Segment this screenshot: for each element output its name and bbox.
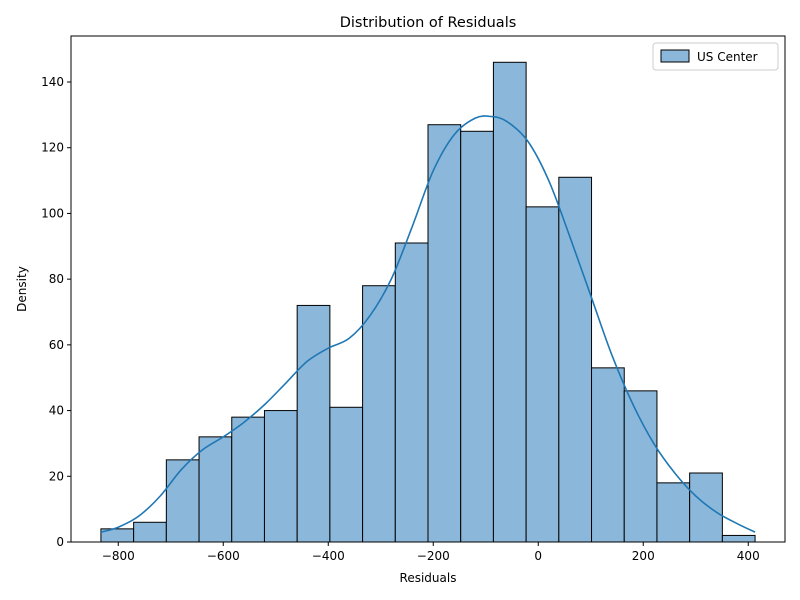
y-tick-label: 120 <box>41 141 64 155</box>
histogram-bar <box>231 416 265 543</box>
y-tick-label: 100 <box>41 206 64 220</box>
y-axis-title: Density <box>15 266 29 312</box>
histogram-bar <box>623 390 658 543</box>
histogram-bar <box>492 61 527 543</box>
histogram-bar <box>198 436 233 543</box>
y-tick-label: 80 <box>49 272 64 286</box>
histogram-bar <box>591 367 625 543</box>
histogram-bar <box>165 459 200 543</box>
y-ticks: 0 20 40 60 80 100 120 140 <box>41 75 71 549</box>
x-ticks: −800 −600 −400 −200 0 200 400 <box>102 542 760 563</box>
legend: US Center <box>652 42 779 71</box>
histogram-bar <box>689 472 723 543</box>
y-tick-label: 140 <box>41 75 64 89</box>
histogram-bar <box>394 242 429 543</box>
y-tick-label: 60 <box>49 338 64 352</box>
legend-swatch <box>660 49 690 63</box>
y-tick-label: 20 <box>49 469 64 483</box>
histogram-bar <box>558 176 593 543</box>
x-tick-label: −600 <box>207 549 240 563</box>
histogram-bar <box>296 304 331 543</box>
histogram-bar <box>525 206 560 543</box>
x-tick-label: −200 <box>417 549 450 563</box>
legend-label: US Center <box>697 50 758 64</box>
kde-layer <box>100 115 756 533</box>
x-tick-label: 0 <box>534 549 542 563</box>
x-tick-label: −800 <box>102 549 135 563</box>
histogram-bar <box>721 534 756 543</box>
y-tick-label: 40 <box>49 404 64 418</box>
histogram-bar <box>656 482 691 543</box>
histogram-bar <box>329 406 364 543</box>
y-tick-label: 0 <box>56 535 64 549</box>
plot-frame <box>70 35 786 543</box>
histogram-bar <box>362 285 396 543</box>
x-tick-label: −400 <box>312 549 345 563</box>
histogram-bar <box>133 521 167 543</box>
x-tick-label: 400 <box>737 549 760 563</box>
x-tick-label: 200 <box>632 549 655 563</box>
histogram-bar <box>263 410 298 543</box>
histogram-bar <box>460 130 494 543</box>
histogram-bar <box>427 124 462 543</box>
chart-title: Distribution of Residuals <box>340 15 517 31</box>
bars-layer <box>100 61 756 543</box>
kde-line <box>100 115 756 533</box>
x-axis-title: Residuals <box>400 571 457 585</box>
